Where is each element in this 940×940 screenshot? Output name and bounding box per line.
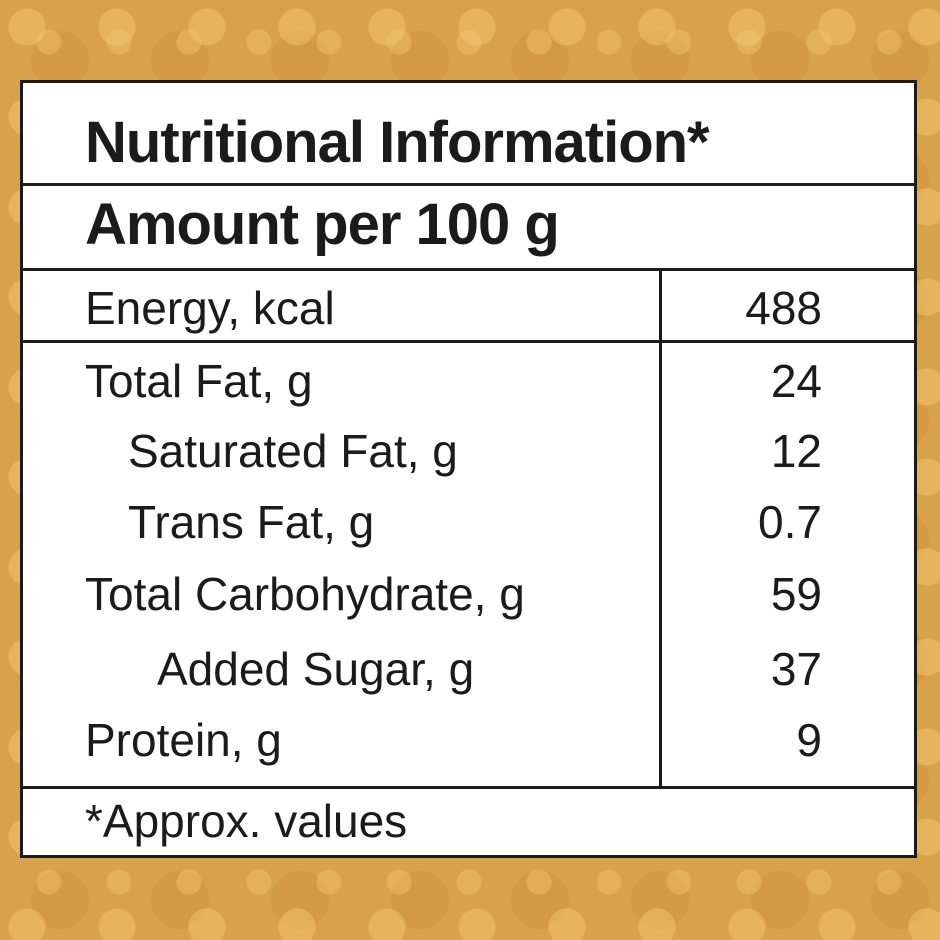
row-value-total-fat: 24 bbox=[770, 355, 822, 407]
row-label-saturated-fat: Saturated Fat, g bbox=[128, 425, 458, 477]
row-label-trans-fat: Trans Fat, g bbox=[128, 496, 375, 548]
row-value-trans-fat: 0.7 bbox=[758, 496, 822, 548]
row-value-protein: 9 bbox=[796, 714, 822, 766]
row-label-energy: Energy, kcal bbox=[85, 282, 335, 334]
footnote: *Approx. values bbox=[85, 795, 408, 847]
nutrition-facts-panel: Nutritional Information* Amount per 100 … bbox=[20, 80, 917, 858]
divider-subtitle bbox=[23, 268, 914, 271]
row-label-total-carbohydrate: Total Carbohydrate, g bbox=[85, 568, 525, 620]
column-divider bbox=[659, 271, 662, 789]
row-value-added-sugar: 37 bbox=[770, 643, 822, 695]
row-label-total-fat: Total Fat, g bbox=[85, 355, 313, 407]
row-value-saturated-fat: 12 bbox=[770, 425, 822, 477]
panel-title: Nutritional Information* bbox=[85, 110, 710, 175]
row-label-added-sugar: Added Sugar, g bbox=[157, 643, 475, 695]
divider-footnote bbox=[23, 786, 914, 789]
row-value-energy: 488 bbox=[745, 282, 822, 334]
panel-subtitle: Amount per 100 g bbox=[85, 192, 560, 257]
row-value-total-carbohydrate: 59 bbox=[770, 568, 822, 620]
divider-title bbox=[23, 183, 914, 186]
row-label-protein: Protein, g bbox=[85, 714, 282, 766]
divider-energy bbox=[23, 340, 914, 343]
